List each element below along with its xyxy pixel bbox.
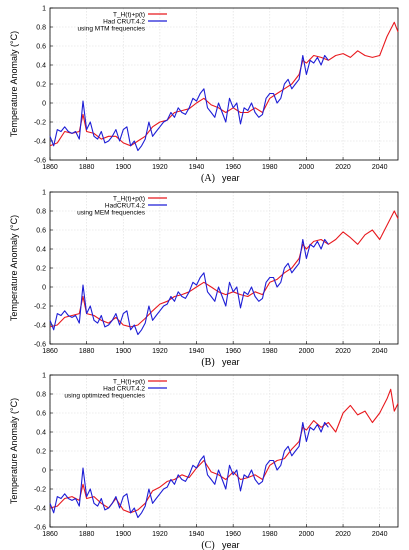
x-axis-title: year (222, 540, 240, 550)
y-tick-label: 1 (42, 373, 46, 380)
x-tick-label: 1880 (79, 164, 95, 171)
y-tick-label: -0.6 (34, 525, 46, 532)
y-tick-label: 0.4 (36, 247, 46, 254)
x-tick-label: 2040 (372, 348, 388, 355)
x-tick-label: 2040 (372, 531, 388, 538)
x-tick-label: 1940 (189, 531, 205, 538)
y-tick-label: 1 (42, 6, 46, 13)
y-tick-label: 0.4 (36, 430, 46, 437)
x-tick-label: 1900 (115, 531, 131, 538)
y-tick-label: 0.6 (36, 228, 46, 235)
panel-label: (C) (201, 540, 214, 550)
y-tick-label: -0.6 (34, 158, 46, 165)
series-line-model (49, 210, 399, 328)
panel-a: 1860 1880 1900 1920 1940 1960 1980 2000 2020 2040… (0, 0, 409, 183)
x-tick-label: 2000 (299, 164, 315, 171)
x-tick-label: 1960 (225, 348, 241, 355)
y-tick-label: 0.4 (36, 63, 46, 70)
y-tick-label: -0.2 (34, 120, 46, 127)
x-tick-label: 2000 (299, 348, 315, 355)
x-tick-label: 1880 (79, 348, 95, 355)
series-line-hadcrut (49, 54, 329, 152)
legend-entry-model-label: T_H(t)+p(t) (113, 379, 145, 386)
x-tick-label: 1940 (189, 348, 205, 355)
legend-entry-hadcrut-label: HadCRUT.4.2 (105, 203, 145, 210)
x-tick-label: 1920 (152, 531, 168, 538)
chart-panel-c: 1860 1880 1900 1920 1940 1960 1980 2000 2020 2040… (9, 373, 399, 550)
y-tick-label: -0.6 (34, 342, 46, 349)
x-tick-label: 1880 (79, 531, 95, 538)
legend-entry-model-label: T_H(t)+p(t) (113, 12, 145, 19)
series-line-model (49, 388, 399, 514)
y-axis-title: Temperature Anomaly (°C) (9, 215, 19, 321)
y-tick-label: -0.2 (34, 487, 46, 494)
x-tick-label: 1980 (262, 531, 278, 538)
y-axis-title: Temperature Anomaly (°C) (9, 398, 19, 504)
y-tick-label: 1 (42, 190, 46, 197)
x-tick-label: 1980 (262, 164, 278, 171)
y-tick-label: 0.2 (36, 449, 46, 456)
legend-note: using MEM frequencies (77, 210, 146, 217)
legend-note: using MTM frequencies (77, 26, 145, 33)
y-tick-label: 0 (42, 285, 46, 292)
series-line-hadcrut (49, 238, 329, 336)
y-tick-label: -0.4 (34, 506, 46, 513)
panel-label: (A) (201, 173, 215, 183)
y-tick-label: -0.4 (34, 323, 46, 330)
y-tick-label: 0.2 (36, 82, 46, 89)
y-axis-title: Temperature Anomaly (°C) (9, 31, 19, 137)
legend-note: using optimized frequencies (64, 393, 145, 400)
y-tick-label: 0.6 (36, 411, 46, 418)
x-axis-title: year (222, 173, 240, 183)
panel-b: 1860 1880 1900 1920 1940 1960 1980 2000 2020 2040… (0, 184, 409, 367)
x-tick-label: 2000 (299, 531, 315, 538)
y-tick-label: 0.8 (36, 392, 46, 399)
legend-entry-hadcrut-label: Had CRUT.4.2 (103, 386, 145, 393)
chart-panel-b: 1860 1880 1900 1920 1940 1960 1980 2000 2020 2040… (9, 190, 399, 367)
y-tick-label: 0 (42, 468, 46, 475)
x-axis-title: year (222, 357, 240, 367)
y-tick-label: -0.2 (34, 304, 46, 311)
y-tick-label: -0.4 (34, 139, 46, 146)
x-tick-label: 1960 (225, 164, 241, 171)
x-tick-label: 1860 (42, 531, 58, 538)
y-tick-label: 0 (42, 101, 46, 108)
x-tick-label: 1940 (189, 164, 205, 171)
legend-entry-model-label: T_H(t)+p(t) (113, 196, 145, 203)
y-tick-label: 0.8 (36, 209, 46, 216)
x-tick-label: 1980 (262, 348, 278, 355)
y-tick-label: 0.8 (36, 25, 46, 32)
x-tick-label: 1860 (42, 164, 58, 171)
x-tick-label: 2020 (335, 531, 351, 538)
chart-panel-a: 1860 1880 1900 1920 1940 1960 1980 2000 2020 2040… (9, 6, 399, 183)
x-tick-label: 1900 (115, 164, 131, 171)
series-line-hadcrut (49, 421, 329, 519)
x-tick-label: 1900 (115, 348, 131, 355)
x-tick-label: 2020 (335, 164, 351, 171)
y-tick-label: 0.6 (36, 44, 46, 51)
x-tick-label: 1920 (152, 348, 168, 355)
x-tick-label: 1860 (42, 348, 58, 355)
panel-c: 1860 1880 1900 1920 1940 1960 1980 2000 2020 2040… (0, 367, 409, 550)
legend-entry-hadcrut-label: Had CRUT.4.2 (103, 19, 145, 26)
y-tick-label: 0.2 (36, 266, 46, 273)
x-tick-label: 1920 (152, 164, 168, 171)
x-tick-label: 2040 (372, 164, 388, 171)
panel-label: (B) (201, 357, 214, 367)
x-tick-label: 1960 (225, 531, 241, 538)
x-tick-label: 2020 (335, 348, 351, 355)
